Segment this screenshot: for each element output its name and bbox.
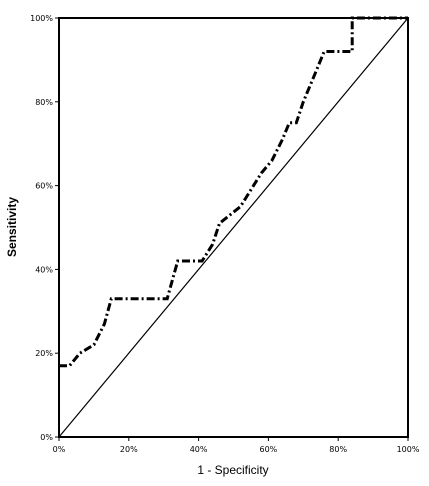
y-tick-label: 80% [35,98,53,107]
x-axis-title: 1 - Specificity [197,463,268,477]
roc-curve [59,16,408,368]
x-tick-label: 0% [53,445,66,454]
plot-frame [58,17,409,438]
x-tick-label: 20% [120,445,138,454]
y-axis-title: Sensitivity [5,197,19,257]
series-layer [58,16,409,438]
x-tick-label: 80% [329,445,347,454]
reference-line [58,17,409,438]
x-axis-ticks: 0% 20% 40% 60% 80% 100% [53,437,420,454]
x-tick-label: 40% [190,445,208,454]
y-tick-label: 60% [35,182,53,191]
x-tick-label: 100% [397,445,420,454]
y-tick-label: 0% [40,433,53,442]
y-tick-label: 100% [30,14,53,23]
y-axis-ticks: 0% 20% 40% 60% 80% 100% [30,14,59,442]
x-tick-label: 60% [260,445,278,454]
y-tick-label: 20% [35,349,53,358]
y-tick-label: 40% [35,265,53,274]
